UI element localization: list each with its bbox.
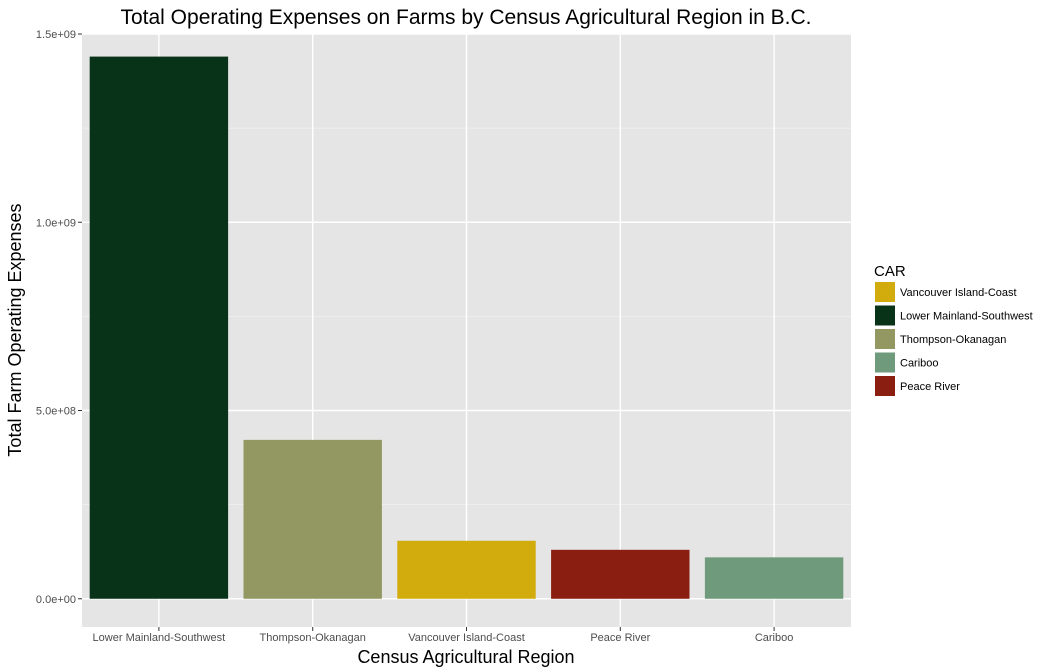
- y-tick-label: 1.5e+09: [36, 29, 76, 41]
- legend-title: CAR: [874, 263, 906, 280]
- legend-swatch: [875, 329, 895, 349]
- x-tick-label: Peace River: [590, 632, 650, 644]
- bar-peace-river: [551, 549, 690, 599]
- legend-label: Thompson-Okanagan: [900, 334, 1006, 346]
- y-tick-label: 0.0e+00: [36, 594, 76, 606]
- legend-label: Cariboo: [900, 358, 939, 370]
- legend-swatch: [875, 282, 895, 302]
- legend-swatch: [875, 376, 895, 396]
- legend-label: Peace River: [900, 381, 960, 393]
- x-tick-label: Cariboo: [755, 632, 794, 644]
- bar-cariboo: [704, 557, 844, 599]
- y-axis: 0.0e+00 5.0e+08 1.0e+09 1.5e+09: [36, 29, 82, 606]
- bar-thompson-okanagan: [243, 439, 382, 599]
- x-tick-label: Lower Mainland-Southwest: [93, 632, 226, 644]
- bar-vancouver-island-coast: [397, 540, 536, 599]
- y-axis-title: Total Farm Operating Expenses: [5, 203, 25, 456]
- legend-swatch: [875, 305, 895, 326]
- x-axis: Lower Mainland-Southwest Thompson-Okanaga…: [93, 627, 794, 644]
- x-tick-label: Thompson-Okanagan: [259, 632, 365, 644]
- legend-swatch: [875, 352, 895, 373]
- bars: [89, 56, 844, 599]
- y-tick-label: 5.0e+08: [36, 406, 76, 418]
- y-tick-label: 1.0e+09: [36, 217, 76, 229]
- chart-title: Total Operating Expenses on Farms by Cen…: [120, 6, 811, 29]
- bar-lower-mainland-southwest: [89, 56, 229, 599]
- x-tick-label: Vancouver Island-Coast: [408, 632, 525, 644]
- plot-area: 0.0e+00 5.0e+08 1.0e+09 1.5e+09 Lower Mainl…: [36, 29, 851, 644]
- legend-items: Vancouver Island-Coast Lower Mainland-Sou…: [875, 282, 1033, 396]
- legend: CAR Vancouver Island-Coast Lower Mainland…: [874, 263, 1033, 396]
- legend-label: Vancouver Island-Coast: [900, 287, 1017, 299]
- x-axis-title: Census Agricultural Region: [357, 647, 574, 667]
- legend-label: Lower Mainland-Southwest: [900, 311, 1033, 323]
